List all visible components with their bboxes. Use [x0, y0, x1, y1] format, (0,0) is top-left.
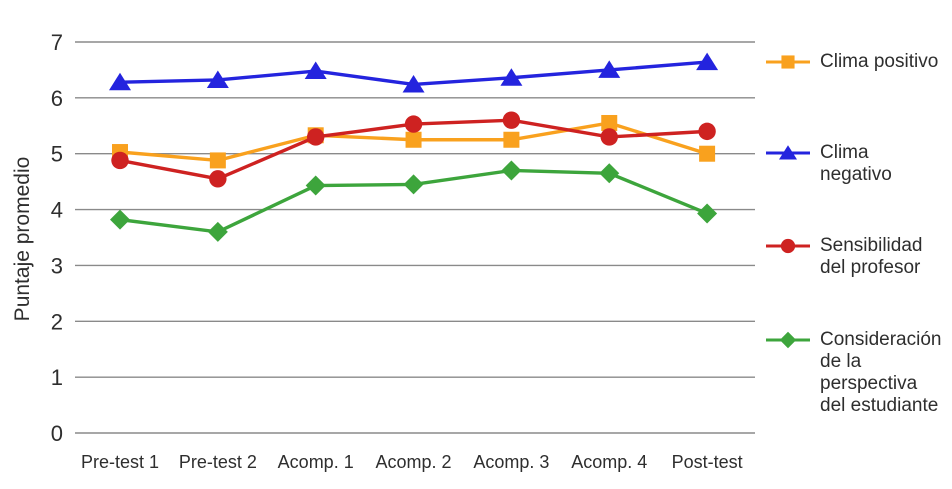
x-tick-label-0: Pre-test 1 [81, 452, 159, 472]
x-tick-label-4: Acomp. 3 [473, 452, 549, 472]
y-tick-label-3: 3 [51, 253, 63, 278]
data-point-0-3 [405, 131, 422, 148]
legend-label-consideracion: Consideración de la perspectiva del estu… [820, 329, 942, 416]
x-tick-label-1: Pre-test 2 [179, 452, 257, 472]
data-point-0-4 [503, 131, 520, 148]
data-point-1-5 [598, 60, 621, 78]
data-point-0-1 [209, 152, 226, 169]
data-point-2-6 [698, 122, 716, 141]
y-tick-label-2: 2 [51, 309, 63, 334]
legend-label-clima-negativo: Clima negativo [820, 142, 892, 185]
clima-negativo-legend-marker-icon [766, 145, 810, 160]
data-point-3-1 [207, 221, 228, 242]
data-point-1-3 [402, 74, 425, 93]
x-tick-label-2: Acomp. 1 [278, 452, 354, 472]
legend-marker-shape-1 [778, 145, 798, 160]
x-tick-label-6: Post-test [672, 452, 743, 472]
data-point-2-0 [111, 151, 129, 170]
data-point-1-1 [206, 70, 229, 88]
data-point-2-5 [600, 128, 618, 146]
y-tick-label-0: 0 [51, 421, 63, 446]
legend-marker-shape-3 [779, 331, 797, 349]
y-tick-label-4: 4 [51, 198, 63, 223]
legend-label-sensibilidad: Sensibilidad del profesor [820, 235, 923, 278]
legend-marker-shape-2 [780, 238, 796, 254]
y-tick-label-1: 1 [51, 365, 63, 390]
data-point-0-5 [601, 114, 618, 131]
data-point-3-5 [599, 163, 620, 184]
legend-entry-consideracion: Consideración de la perspectiva del estu… [766, 329, 941, 417]
data-point-2-2 [307, 128, 325, 146]
data-point-3-4 [501, 160, 522, 181]
y-tick-label-5: 5 [51, 142, 63, 167]
data-point-3-2 [305, 175, 326, 196]
data-point-3-6 [697, 203, 718, 224]
data-point-3-3 [403, 174, 424, 195]
data-point-1-6 [696, 52, 719, 71]
legend-marker-shape-0 [781, 55, 795, 69]
data-point-1-2 [304, 61, 327, 80]
y-tick-label-7: 7 [51, 30, 63, 55]
legend-entry-clima-positivo: Clima positivo [766, 51, 938, 73]
legend: Clima positivo Clima negativo Sensibilid… [766, 0, 952, 489]
x-tick-label-5: Acomp. 4 [571, 452, 647, 472]
data-point-2-3 [404, 115, 423, 133]
sensibilidad-legend-marker-icon [766, 238, 810, 254]
clima-positivo-legend-marker-icon [766, 55, 810, 69]
x-tick-label-3: Acomp. 2 [376, 452, 452, 472]
consideracion-legend-marker-icon [766, 331, 810, 349]
y-tick-label-6: 6 [51, 86, 63, 111]
data-point-0-6 [699, 145, 716, 162]
legend-entry-sensibilidad: Sensibilidad del profesor [766, 235, 922, 279]
data-point-2-4 [502, 111, 521, 129]
data-point-1-0 [109, 72, 131, 91]
legend-label-clima-positivo: Clima positivo [820, 51, 939, 72]
data-point-3-0 [110, 209, 130, 230]
data-point-2-1 [209, 170, 227, 188]
legend-entry-clima-negativo: Clima negativo [766, 142, 892, 186]
data-point-1-4 [500, 68, 523, 86]
